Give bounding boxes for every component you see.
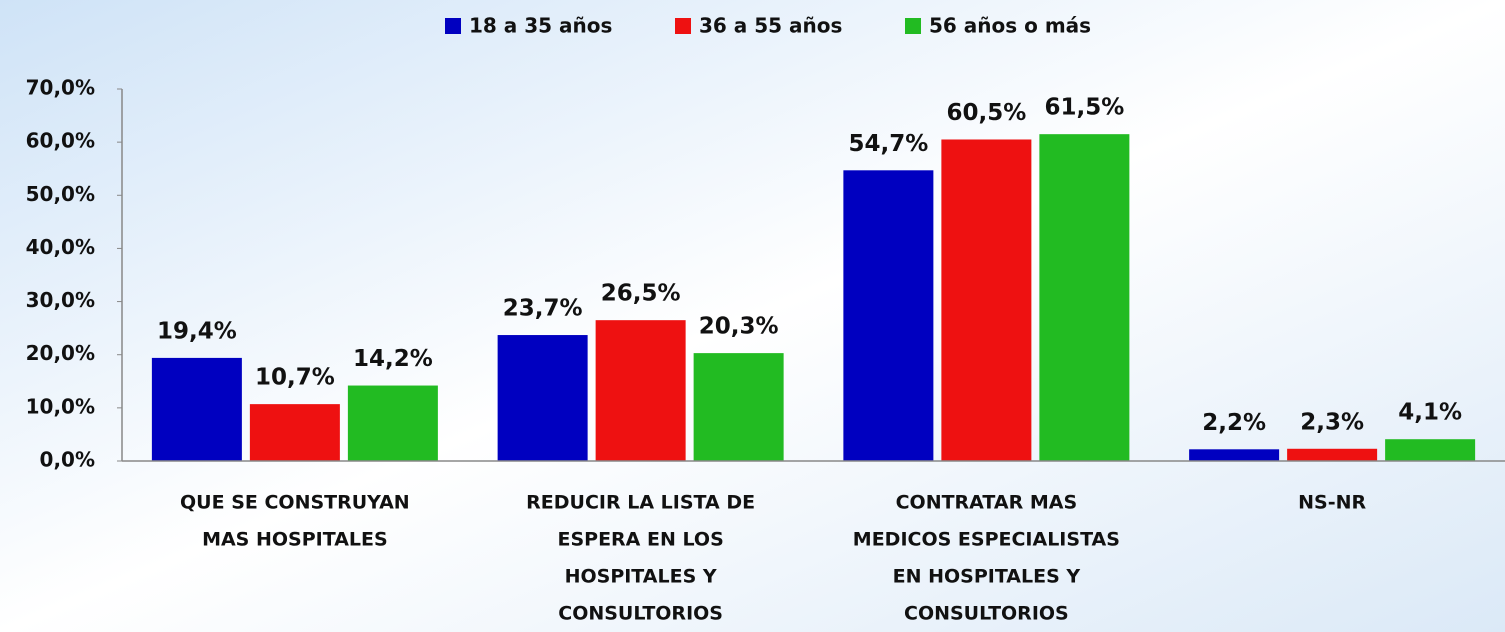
value-label: 60,5% [946, 100, 1026, 126]
value-label: 2,2% [1202, 410, 1266, 436]
value-label: 54,7% [848, 131, 928, 157]
y-tick-label: 60,0% [26, 129, 95, 153]
y-tick-label: 40,0% [26, 235, 95, 259]
value-label: 61,5% [1044, 95, 1124, 121]
x-tick-label: ESPERA EN LOS [557, 529, 723, 551]
y-tick-label: 20,0% [26, 341, 95, 365]
value-label: 19,4% [157, 318, 237, 344]
bar [347, 385, 438, 461]
legend-swatch [905, 18, 921, 34]
bar [249, 404, 340, 461]
x-tick-label: REDUCIR LA LISTA DE [526, 492, 755, 514]
value-label: 23,7% [503, 296, 583, 322]
bar [1189, 449, 1280, 461]
x-tick-label: HOSPITALES Y [565, 566, 717, 588]
x-tick-label: NS-NR [1298, 492, 1366, 514]
value-label: 2,3% [1300, 409, 1364, 435]
value-label: 4,1% [1398, 400, 1462, 426]
legend-label: 18 a 35 años [469, 14, 612, 38]
x-tick-label: EN HOSPITALES Y [893, 566, 1081, 588]
value-label: 10,7% [255, 365, 335, 391]
bar [497, 335, 588, 461]
y-tick-label: 10,0% [26, 394, 95, 418]
bar [941, 139, 1032, 461]
bar [1287, 448, 1378, 461]
legend-label: 56 años o más [929, 14, 1091, 38]
bar [151, 357, 242, 461]
value-label: 14,2% [353, 346, 433, 372]
x-tick-label: QUE SE CONSTRUYAN [180, 492, 410, 514]
legend-swatch [675, 18, 691, 34]
value-label: 26,5% [601, 281, 681, 307]
x-tick-label: CONSULTORIOS [904, 603, 1069, 625]
legend-label: 36 a 55 años [699, 14, 842, 38]
bar [1039, 134, 1130, 461]
y-tick-label: 70,0% [26, 76, 95, 100]
value-label: 20,3% [699, 314, 779, 340]
x-tick-label: MEDICOS ESPECIALISTAS [853, 529, 1120, 551]
y-tick-label: 30,0% [26, 288, 95, 312]
x-tick-label: CONSULTORIOS [558, 603, 723, 625]
y-tick-label: 50,0% [26, 182, 95, 206]
bar [843, 170, 934, 461]
bar [693, 353, 784, 461]
legend-swatch [445, 18, 461, 34]
bar [595, 320, 686, 461]
x-tick-label: CONTRATAR MAS [896, 492, 1078, 514]
bar [1385, 439, 1476, 461]
x-tick-label: MAS HOSPITALES [202, 529, 388, 551]
y-tick-label: 0,0% [40, 448, 95, 472]
